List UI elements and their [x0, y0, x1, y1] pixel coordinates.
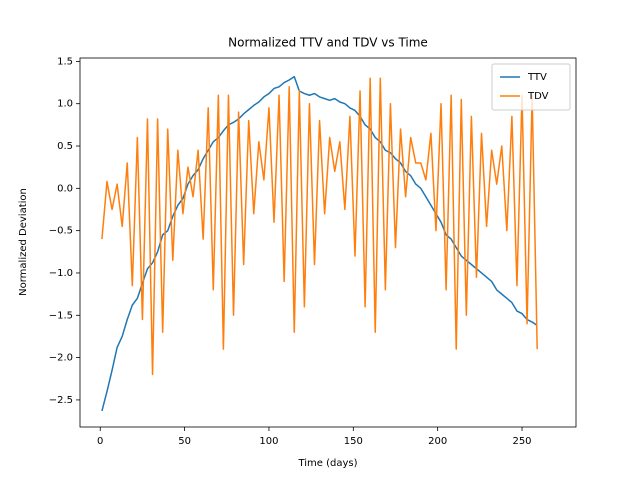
x-tick-label: 150 [344, 436, 363, 447]
x-tick-label: 50 [178, 436, 191, 447]
x-tick-label: 250 [512, 436, 531, 447]
y-tick-label: −1.0 [49, 268, 73, 279]
y-tick-label: −0.5 [49, 226, 73, 237]
x-axis-label: Time (days) [297, 458, 357, 469]
y-tick-label: −1.5 [49, 310, 73, 321]
y-tick-label: 1.5 [57, 56, 73, 67]
legend-label: TDV [527, 91, 549, 102]
y-tick-label: 1.0 [57, 99, 73, 110]
y-tick-label: 0.0 [57, 183, 73, 194]
line-series [101, 77, 538, 376]
x-tick-label: 100 [259, 436, 278, 447]
chart-title: Normalized TTV and TDV vs Time [228, 36, 428, 50]
legend-box [491, 63, 571, 111]
x-tick-label: 200 [428, 436, 447, 447]
y-tick-label: −2.5 [49, 395, 73, 406]
axes-frame [79, 57, 577, 428]
legend-label: TTV [527, 72, 547, 83]
y-tick-label: −2.0 [49, 353, 73, 364]
y-axis-label: Normalized Deviation [18, 188, 29, 296]
y-tick-label: 0.5 [57, 141, 73, 152]
x-tick-label: 0 [97, 436, 103, 447]
